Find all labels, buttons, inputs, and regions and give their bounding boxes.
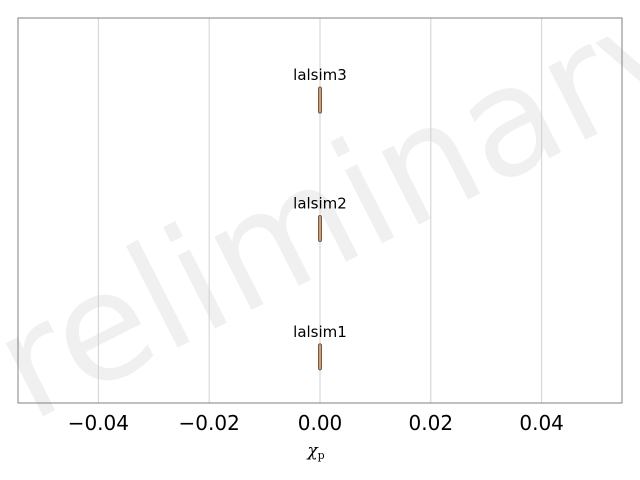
violin-lalsim1 — [318, 343, 322, 371]
x-tick-label: 0.04 — [519, 411, 564, 435]
plot-frame — [17, 17, 623, 404]
x-tick-label: −0.02 — [179, 411, 240, 435]
x-tick-label: 0.02 — [409, 411, 454, 435]
series-label-lalsim3: lalsim3 — [293, 66, 347, 84]
grid-lines — [97, 18, 543, 403]
violin-lalsim3 — [318, 86, 322, 114]
x-tick-label: 0.00 — [298, 411, 343, 435]
x-tick-label: −0.04 — [68, 411, 129, 435]
violin-marks: lalsim3 lalsim2 lalsim1 — [293, 66, 347, 371]
x-axis-label: χp — [306, 441, 324, 462]
series-label-lalsim1: lalsim1 — [293, 323, 347, 341]
x-ticks: −0.04 −0.02 0.00 0.02 0.04 — [68, 411, 564, 435]
violin-lalsim2 — [318, 215, 322, 242]
series-label-lalsim2: lalsim2 — [293, 195, 347, 213]
